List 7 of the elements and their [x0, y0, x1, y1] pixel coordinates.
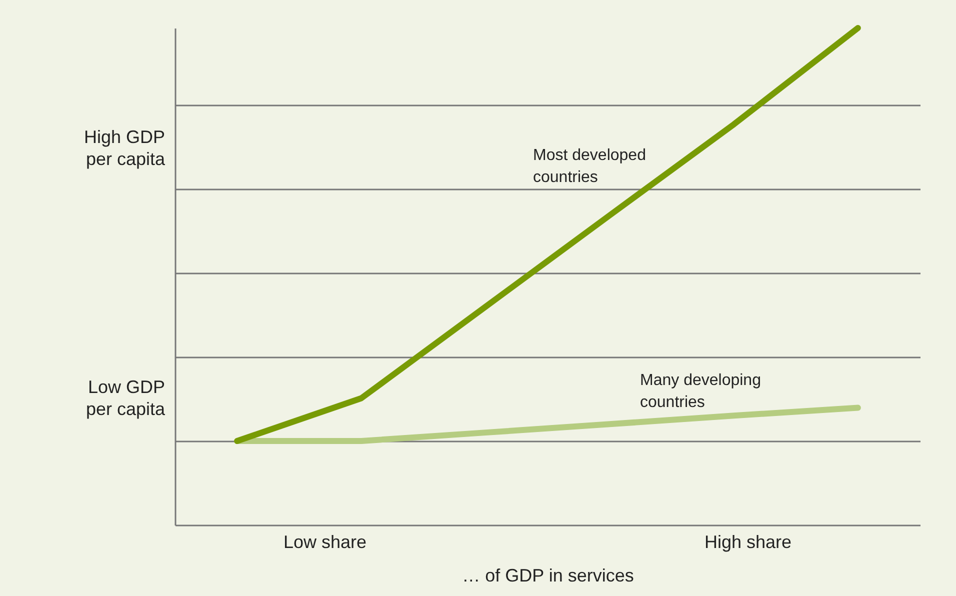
text: High share — [704, 532, 792, 552]
annotation: Many developing countries — [640, 372, 761, 411]
text: Low GDP per capita — [86, 377, 166, 419]
annotation: Most developed countries — [533, 147, 646, 186]
text: Low share — [283, 532, 367, 552]
x-axis-title: … of GDP in services — [462, 566, 634, 586]
text: High GDP per capita — [84, 127, 166, 169]
